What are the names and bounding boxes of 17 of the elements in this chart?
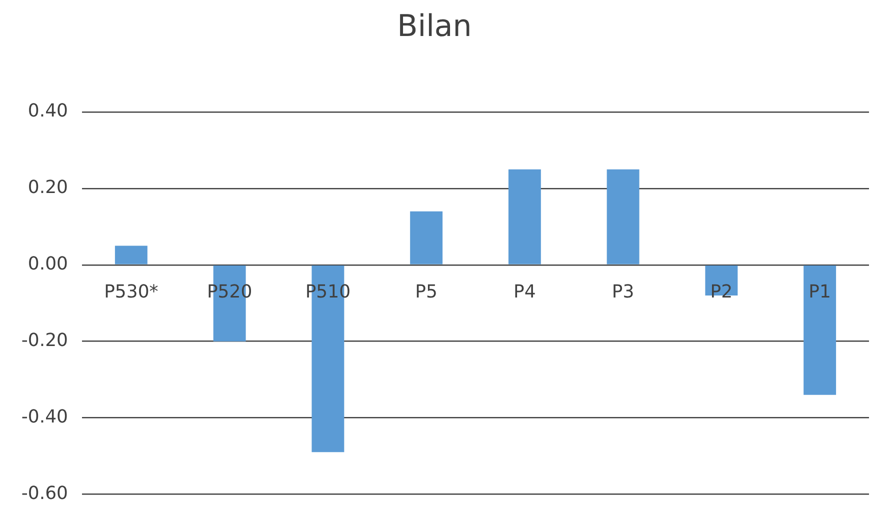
x-tick-label: P5	[415, 282, 438, 303]
y-tick-label: -0.60	[21, 482, 68, 504]
bar	[114, 246, 148, 264]
chart-title: Bilan	[397, 8, 472, 44]
y-tick-label: 0.20	[28, 177, 68, 198]
x-tick-label: P1	[808, 282, 831, 303]
y-tick-label: 0.00	[28, 254, 68, 275]
y-tick-label: -0.40	[21, 406, 68, 428]
bar	[410, 211, 443, 264]
y-tick-label: 0.40	[28, 100, 68, 122]
x-tick-label: P530*	[104, 282, 158, 303]
x-tick-label: P3	[612, 282, 634, 303]
y-tick-label: -0.20	[21, 330, 68, 351]
bar	[804, 265, 836, 395]
bar	[606, 169, 640, 264]
bar	[508, 169, 541, 264]
x-tick-label: P4	[514, 282, 536, 303]
